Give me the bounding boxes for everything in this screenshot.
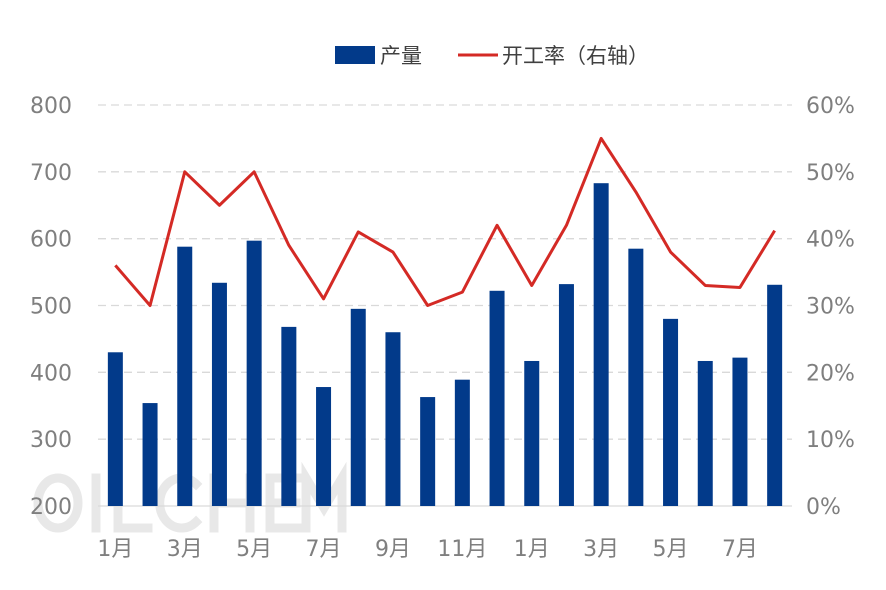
x-tick-label: 5月 bbox=[236, 537, 272, 562]
right-tick-label: 10% bbox=[806, 428, 855, 453]
x-axis: 1月 3月 5月 7月 9月 11月 1月 3月 5月 7月 bbox=[97, 537, 758, 562]
bar bbox=[663, 318, 679, 506]
bar bbox=[385, 332, 401, 506]
x-tick-label: 11月 bbox=[437, 537, 487, 562]
right-axis: 0% 10% 20% 30% 40% 50% 60% bbox=[806, 94, 855, 520]
bar bbox=[454, 379, 470, 506]
bar bbox=[420, 397, 436, 506]
right-tick-label: 30% bbox=[806, 295, 855, 320]
bar bbox=[107, 352, 123, 506]
left-tick-label: 400 bbox=[30, 361, 72, 386]
bar bbox=[177, 246, 193, 507]
bar bbox=[558, 284, 574, 506]
x-tick-label: 9月 bbox=[375, 537, 411, 562]
legend-swatch-bar bbox=[335, 46, 375, 64]
left-tick-label: 200 bbox=[30, 495, 72, 520]
right-tick-label: 50% bbox=[806, 161, 855, 186]
left-tick-label: 600 bbox=[30, 228, 72, 253]
bar bbox=[767, 284, 783, 506]
bar-series bbox=[107, 183, 783, 507]
x-tick-label: 1月 bbox=[97, 537, 133, 562]
right-tick-label: 40% bbox=[806, 228, 855, 253]
legend: 产量 开工率（右轴） bbox=[335, 44, 649, 68]
legend-label-bar: 产量 bbox=[380, 44, 422, 68]
bar bbox=[316, 387, 332, 506]
left-axis: 200 300 400 500 600 700 800 bbox=[30, 94, 72, 520]
line-series bbox=[114, 136, 776, 307]
x-tick-label: 7月 bbox=[722, 537, 758, 562]
legend-label-line: 开工率（右轴） bbox=[502, 44, 649, 68]
gridlines bbox=[98, 104, 792, 507]
x-tick-label: 3月 bbox=[167, 537, 203, 562]
bar bbox=[628, 248, 644, 507]
bar bbox=[246, 240, 262, 506]
bar bbox=[524, 360, 540, 506]
x-tick-label: 7月 bbox=[306, 537, 342, 562]
bar bbox=[281, 326, 297, 506]
bar bbox=[211, 282, 227, 506]
bar bbox=[350, 308, 366, 506]
bar bbox=[593, 183, 609, 506]
right-tick-label: 0% bbox=[806, 495, 841, 520]
bar bbox=[489, 290, 505, 506]
x-tick-label: 5月 bbox=[653, 537, 689, 562]
left-tick-label: 300 bbox=[30, 428, 72, 453]
bar bbox=[697, 360, 713, 506]
line-path bbox=[114, 136, 776, 307]
right-tick-label: 60% bbox=[806, 94, 855, 119]
bar bbox=[732, 357, 748, 506]
x-tick-label: 3月 bbox=[583, 537, 619, 562]
bar bbox=[142, 403, 158, 506]
left-tick-label: 500 bbox=[30, 295, 72, 320]
left-tick-label: 700 bbox=[30, 161, 72, 186]
right-tick-label: 20% bbox=[806, 361, 855, 386]
left-tick-label: 800 bbox=[30, 94, 72, 119]
x-tick-label: 1月 bbox=[514, 537, 550, 562]
